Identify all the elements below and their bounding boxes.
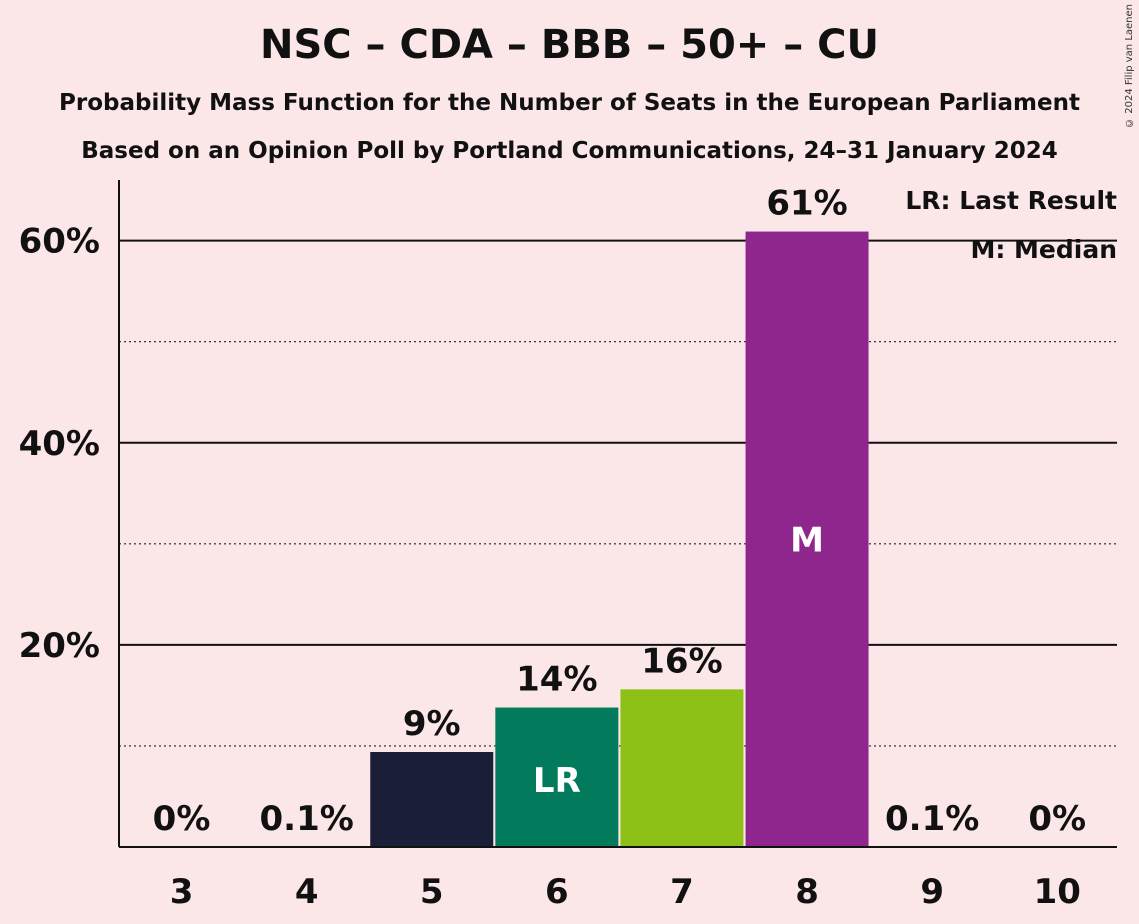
x-tick-label: 9 <box>920 872 944 912</box>
bar <box>495 707 619 847</box>
y-tick-label: 20% <box>19 626 100 666</box>
y-tick-label: 40% <box>19 424 100 464</box>
data-label: 61% <box>766 184 847 224</box>
y-tick-label: 60% <box>19 222 100 262</box>
chart-title: NSC – CDA – BBB – 50+ – CU <box>259 22 880 68</box>
data-label: 0.1% <box>885 799 979 839</box>
data-label: 9% <box>403 704 461 744</box>
data-label: 0.1% <box>260 799 354 839</box>
x-tick-label: 8 <box>795 872 819 912</box>
median-mark: M <box>790 520 824 560</box>
data-label: 0% <box>1028 799 1086 839</box>
gridlines <box>119 239 1117 747</box>
data-label: 0% <box>153 799 211 839</box>
x-tick-label: 3 <box>170 872 194 912</box>
labels: 0% 0.1% 9% 14% LR 16% 61% M 0.1% 0% <box>153 184 1086 839</box>
x-tick-label: 7 <box>670 872 694 912</box>
data-label: 14% <box>516 660 597 700</box>
x-tick-label: 6 <box>545 872 569 912</box>
axes: 20% 40% 60% 3 4 5 6 7 8 9 10 <box>19 180 1117 912</box>
bars <box>245 231 994 848</box>
legend-median: M: Median <box>970 235 1117 264</box>
x-tick-label: 4 <box>295 872 319 912</box>
bar <box>620 689 744 847</box>
bar <box>370 752 494 847</box>
legend-last-result: LR: Last Result <box>905 186 1117 215</box>
last-result-mark: LR <box>533 761 581 801</box>
chart-subtitle: Probability Mass Function for the Number… <box>59 90 1080 116</box>
x-tick-label: 5 <box>420 872 444 912</box>
data-label: 16% <box>641 641 722 681</box>
x-tick-label: 10 <box>1034 872 1081 912</box>
chart-subtitle-poll: Based on an Opinion Poll by Portland Com… <box>81 138 1058 164</box>
bar <box>745 231 869 848</box>
